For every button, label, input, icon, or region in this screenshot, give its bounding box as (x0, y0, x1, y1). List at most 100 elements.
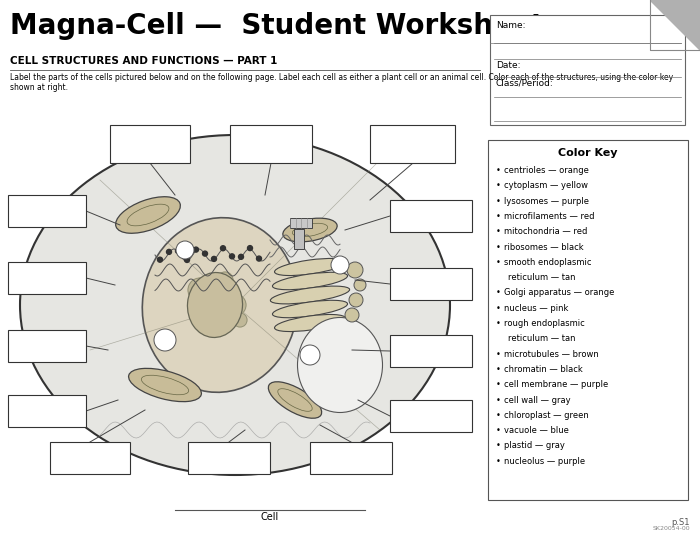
Circle shape (158, 257, 162, 262)
Text: •: • (496, 166, 501, 175)
Circle shape (176, 241, 194, 259)
Text: •: • (496, 303, 501, 313)
Text: smooth endoplasmic: smooth endoplasmic (504, 258, 592, 267)
Text: •: • (496, 258, 501, 267)
Text: reticulum — tan: reticulum — tan (508, 273, 575, 282)
Bar (290, 218, 312, 228)
Bar (8, 395, 86, 427)
Text: •: • (496, 227, 501, 236)
Circle shape (220, 246, 225, 251)
Bar (390, 200, 472, 232)
Text: Magna-Cell —  Student Worksheet: Magna-Cell — Student Worksheet (10, 12, 544, 40)
Circle shape (331, 256, 349, 274)
Text: cytoplasm — yellow: cytoplasm — yellow (504, 181, 588, 190)
Circle shape (193, 247, 199, 252)
Text: rough endoplasmic: rough endoplasmic (504, 319, 584, 328)
Bar (490, 15, 685, 125)
Ellipse shape (274, 259, 346, 275)
Circle shape (188, 278, 212, 302)
Bar (230, 125, 312, 163)
Text: cell membrane — purple: cell membrane — purple (504, 380, 608, 389)
Ellipse shape (188, 273, 242, 337)
Bar (50, 442, 130, 474)
Text: •: • (496, 457, 501, 466)
Circle shape (230, 254, 235, 259)
Text: •: • (496, 426, 501, 435)
Circle shape (211, 257, 216, 261)
Text: •: • (496, 212, 501, 221)
Text: microtubules — brown: microtubules — brown (504, 350, 598, 358)
Text: Name:: Name: (496, 21, 526, 30)
Text: Golgi apparatus — orange: Golgi apparatus — orange (504, 288, 615, 298)
Text: p.S1: p.S1 (671, 518, 690, 527)
Circle shape (239, 254, 244, 259)
Text: •: • (496, 181, 501, 190)
Text: •: • (496, 319, 501, 328)
Text: •: • (496, 197, 501, 205)
Text: •: • (496, 396, 501, 404)
Circle shape (233, 313, 247, 327)
Text: Label the parts of the cells pictured below and on the following page. Label eac: Label the parts of the cells pictured be… (10, 73, 673, 92)
Circle shape (300, 345, 320, 365)
Text: mitochondria — red: mitochondria — red (504, 227, 587, 236)
Circle shape (217, 272, 233, 288)
Circle shape (347, 262, 363, 278)
Ellipse shape (268, 382, 322, 418)
Circle shape (167, 250, 172, 254)
Ellipse shape (283, 218, 337, 242)
Text: •: • (496, 365, 501, 374)
Text: CELL STRUCTURES AND FUNCTIONS — PART 1: CELL STRUCTURES AND FUNCTIONS — PART 1 (10, 56, 277, 66)
Bar (8, 195, 86, 227)
Ellipse shape (270, 286, 349, 304)
Circle shape (345, 308, 359, 322)
Text: •: • (496, 441, 501, 451)
Text: •: • (496, 243, 501, 252)
Ellipse shape (274, 314, 346, 331)
Circle shape (248, 246, 253, 251)
Bar (8, 330, 86, 362)
Text: plastid — gray: plastid — gray (504, 441, 565, 451)
Bar (390, 268, 472, 300)
Circle shape (185, 258, 190, 262)
Text: vacuole — blue: vacuole — blue (504, 426, 569, 435)
Text: nucleolus — purple: nucleolus — purple (504, 457, 585, 466)
Text: Cell: Cell (261, 512, 279, 522)
Text: SK20054-00: SK20054-00 (652, 526, 690, 531)
Circle shape (224, 294, 246, 316)
Text: •: • (496, 380, 501, 389)
Circle shape (354, 279, 366, 291)
Text: nucleus — pink: nucleus — pink (504, 303, 568, 313)
Circle shape (349, 293, 363, 307)
Ellipse shape (20, 135, 450, 475)
Text: centrioles — orange: centrioles — orange (504, 166, 589, 175)
Circle shape (196, 316, 214, 334)
Text: cell wall — gray: cell wall — gray (504, 396, 570, 404)
Circle shape (202, 251, 207, 256)
Text: chromatin — black: chromatin — black (504, 365, 582, 374)
Text: Date:: Date: (496, 61, 521, 70)
Circle shape (256, 256, 262, 261)
Ellipse shape (272, 300, 347, 317)
Text: ribosomes — black: ribosomes — black (504, 243, 584, 252)
Text: reticulum — tan: reticulum — tan (508, 334, 575, 343)
Text: microfilaments — red: microfilaments — red (504, 212, 594, 221)
Text: Color Key: Color Key (559, 148, 617, 158)
Bar (370, 125, 455, 163)
Circle shape (176, 248, 181, 253)
Bar (390, 400, 472, 432)
Bar (310, 442, 392, 474)
Ellipse shape (298, 317, 382, 412)
Bar (8, 262, 86, 294)
Text: lysosomes — purple: lysosomes — purple (504, 197, 589, 205)
Polygon shape (650, 0, 700, 50)
Circle shape (154, 329, 176, 351)
Text: chloroplast — green: chloroplast — green (504, 411, 589, 420)
Text: •: • (496, 350, 501, 358)
Text: •: • (496, 288, 501, 298)
Ellipse shape (116, 197, 181, 233)
Circle shape (205, 300, 225, 320)
Text: Class/Period:: Class/Period: (496, 79, 554, 88)
Bar (110, 125, 190, 163)
Bar (294, 229, 304, 249)
Ellipse shape (142, 218, 298, 392)
